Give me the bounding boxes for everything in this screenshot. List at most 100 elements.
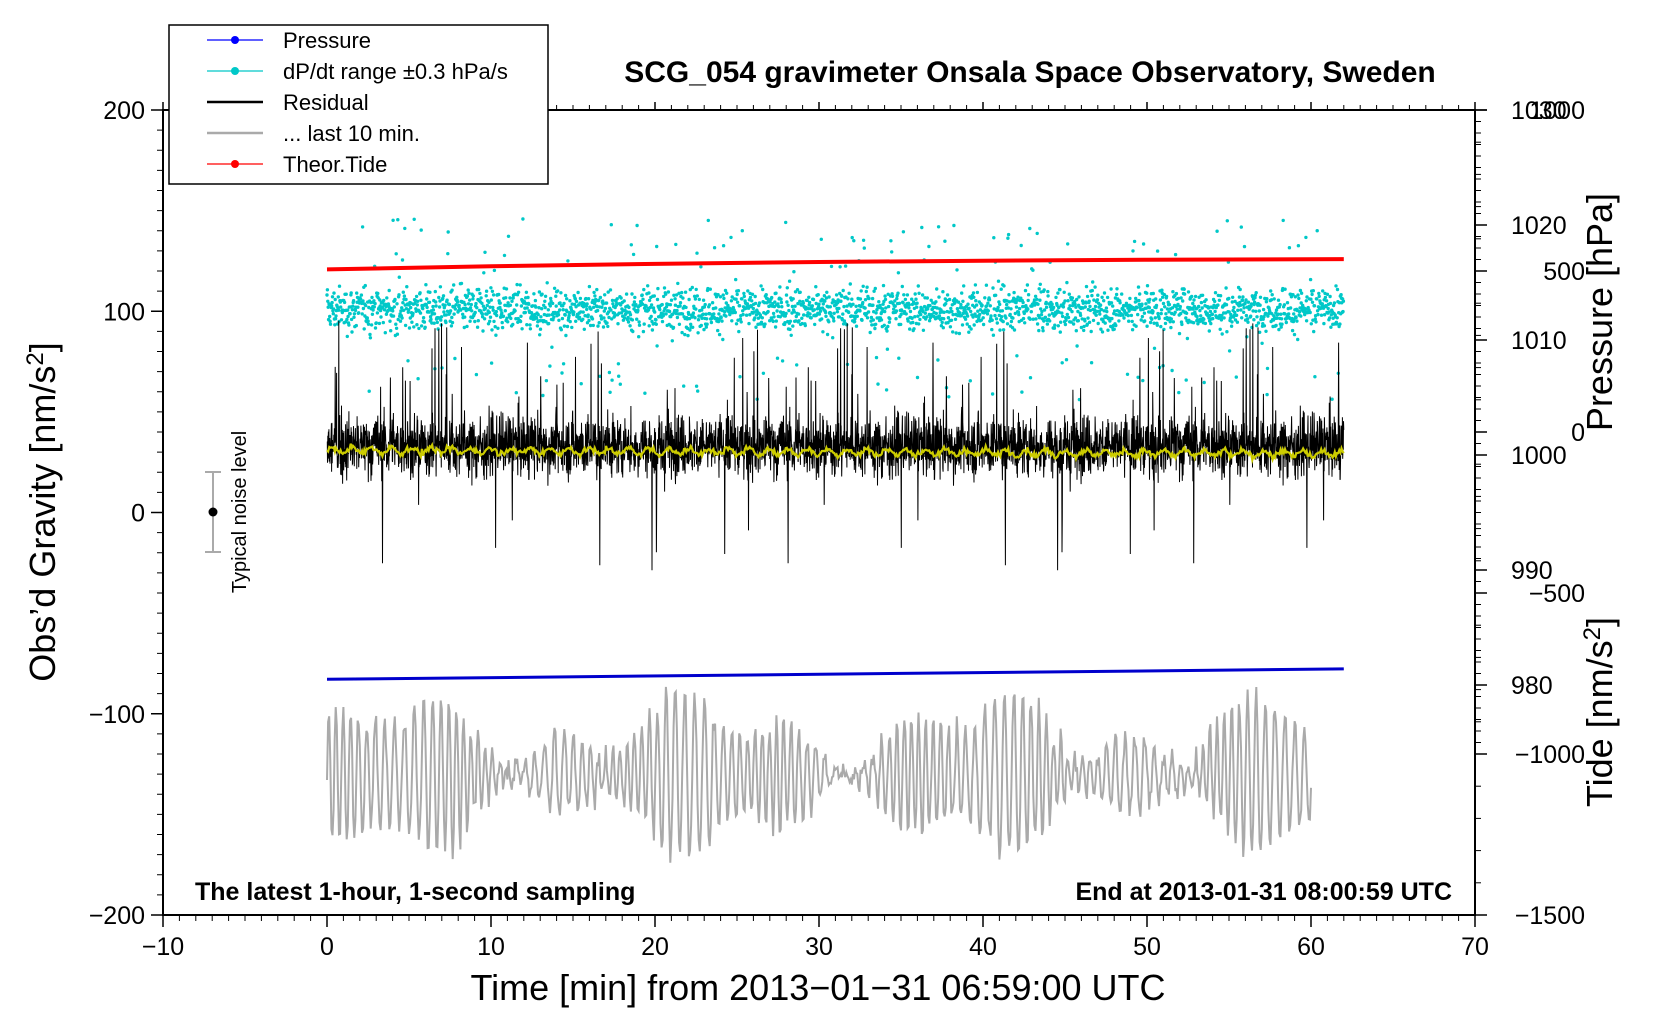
dpdt-point xyxy=(798,290,802,294)
dpdt-point xyxy=(884,306,888,310)
dpdt-point xyxy=(886,324,890,329)
dpdt-point xyxy=(1044,305,1049,309)
dpdt-point xyxy=(1122,316,1126,320)
dpdt-point xyxy=(850,235,854,240)
dpdt-point xyxy=(604,301,609,305)
dpdt-point xyxy=(1238,303,1243,307)
dpdt-point xyxy=(467,291,471,295)
dpdt-point xyxy=(788,319,793,323)
dpdt-point xyxy=(837,315,841,319)
dpdt-point xyxy=(453,356,457,361)
dpdt-point xyxy=(563,313,567,317)
dpdt-point xyxy=(481,329,485,333)
dpdt-point xyxy=(981,316,985,320)
dpdt-point xyxy=(1202,317,1206,321)
dpdt-point xyxy=(397,293,401,297)
dpdt-point xyxy=(1294,315,1298,320)
dpdt-point xyxy=(1219,318,1224,322)
dpdt-point xyxy=(1094,313,1098,317)
dpdt-point xyxy=(1167,310,1171,314)
dpdt-point xyxy=(744,313,749,317)
dpdt-point xyxy=(1199,314,1203,318)
dpdt-point xyxy=(325,293,329,297)
dpdt-point xyxy=(717,332,722,337)
dpdt-point xyxy=(798,299,802,303)
dpdt-point xyxy=(520,327,524,331)
dpdt-point xyxy=(454,303,458,307)
dpdt-point xyxy=(516,290,521,294)
dpdt-point xyxy=(362,327,366,331)
x-tick-label: 20 xyxy=(641,933,669,961)
dpdt-point xyxy=(1036,302,1040,306)
dpdt-point xyxy=(973,283,978,287)
dpdt-point xyxy=(1280,322,1284,326)
dpdt-point xyxy=(574,305,578,309)
dpdt-point xyxy=(1310,300,1315,304)
dpdt-point xyxy=(884,388,889,392)
dpdt-point xyxy=(506,234,511,238)
dpdt-point xyxy=(1154,297,1158,301)
dpdt-point xyxy=(1065,312,1070,317)
dpdt-point xyxy=(1120,313,1125,317)
dpdt-point xyxy=(908,327,912,331)
dpdt-point xyxy=(1035,322,1040,326)
dpdt-point xyxy=(506,320,510,324)
dpdt-point xyxy=(855,314,859,318)
dpdt-point xyxy=(1031,268,1035,272)
dpdt-point xyxy=(471,294,475,298)
dpdt-point xyxy=(414,294,419,299)
dpdt-point xyxy=(1254,309,1258,313)
dpdt-point xyxy=(773,325,778,329)
dpdt-point xyxy=(800,321,804,326)
dpdt-point xyxy=(601,302,605,306)
dpdt-point xyxy=(1016,295,1020,299)
dpdt-point xyxy=(927,244,931,249)
dpdt-point xyxy=(1321,289,1325,293)
dpdt-point xyxy=(1323,295,1328,300)
legend-swatch-dot xyxy=(231,67,239,75)
dpdt-point xyxy=(703,302,707,307)
dpdt-point xyxy=(552,286,557,290)
dpdt-point xyxy=(1087,320,1092,324)
legend-box xyxy=(168,24,549,185)
dpdt-point xyxy=(642,322,646,326)
dpdt-point xyxy=(883,294,887,298)
dpdt-point xyxy=(1173,310,1177,314)
dpdt-point xyxy=(1231,295,1235,299)
dpdt-point xyxy=(1224,303,1229,307)
dpdt-point xyxy=(1118,301,1122,305)
dpdt-point xyxy=(1184,311,1189,315)
dpdt-point xyxy=(330,300,334,305)
dpdt-point xyxy=(1244,313,1249,318)
dpdt-point xyxy=(366,322,371,326)
dpdt-point xyxy=(851,302,855,306)
dpdt-point xyxy=(737,329,741,334)
dpdt-point xyxy=(339,318,344,322)
dpdt-point xyxy=(759,284,763,288)
dpdt-point xyxy=(452,283,456,287)
dpdt-point xyxy=(1167,302,1172,307)
dpdt-point xyxy=(1185,336,1190,341)
dpdt-point xyxy=(1279,325,1283,329)
dpdt-point xyxy=(599,314,603,318)
dpdt-point xyxy=(346,314,350,319)
dpdt-point xyxy=(381,320,385,325)
dpdt-point xyxy=(729,299,734,303)
dpdt-point xyxy=(389,329,393,333)
dpdt-point xyxy=(894,309,899,313)
dpdt-point xyxy=(577,315,582,320)
dpdt-point xyxy=(947,297,952,302)
pressure-tick-label: 1020 xyxy=(1511,212,1567,240)
dpdt-point xyxy=(866,310,871,314)
dpdt-point xyxy=(538,327,543,331)
dpdt-point xyxy=(835,310,840,314)
dpdt-point xyxy=(1000,309,1005,313)
axes-layer: −10 0 10 20 30 40 50 60 70−200−10001002009809901… xyxy=(89,97,1585,961)
dpdt-point xyxy=(483,306,488,310)
dpdt-point xyxy=(868,330,872,335)
dpdt-point xyxy=(934,300,938,304)
dpdt-point xyxy=(414,307,418,311)
dpdt-point xyxy=(491,293,496,297)
dpdt-point xyxy=(1251,309,1255,313)
